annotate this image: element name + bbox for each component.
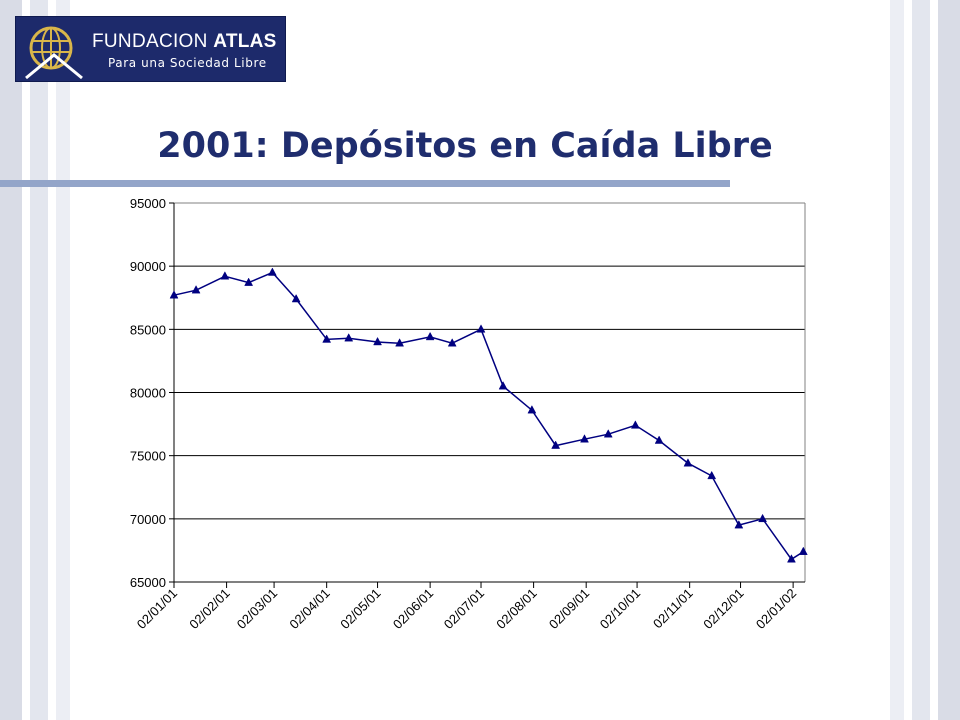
- data-point-marker: [551, 440, 561, 449]
- logo-name-part1: FUNDACION: [92, 31, 214, 52]
- data-point-marker: [580, 434, 589, 443]
- x-tick-label: 02/10/01: [597, 586, 643, 632]
- title-underline: [0, 180, 730, 187]
- x-tick-label: 02/11/01: [650, 586, 696, 632]
- y-tick-label: 80000: [130, 386, 166, 401]
- data-point-marker: [291, 293, 301, 303]
- y-tick-label: 70000: [130, 512, 166, 527]
- data-point-marker: [798, 546, 808, 555]
- fundacion-atlas-logo: FUNDACION ATLAS Para una Sociedad Libre: [15, 16, 286, 82]
- slide-title: 2001: Depósitos en Caída Libre: [157, 126, 773, 166]
- data-point-marker: [425, 331, 435, 341]
- data-point-marker: [654, 435, 664, 444]
- logo-name-part2: ATLAS: [213, 31, 277, 52]
- x-tick-label: 02/04/01: [286, 586, 332, 632]
- y-tick-label: 75000: [130, 449, 166, 464]
- data-point-marker: [267, 267, 277, 276]
- data-point-marker: [220, 271, 230, 280]
- logo-tagline: Para una Sociedad Libre: [108, 56, 267, 70]
- data-point-marker: [787, 554, 796, 563]
- y-tick-label: 95000: [130, 196, 166, 211]
- x-tick-label: 02/01/01: [134, 586, 180, 632]
- data-point-marker: [498, 381, 508, 390]
- data-point-marker: [603, 429, 613, 438]
- x-tick-label: 02/01/02: [753, 586, 799, 632]
- y-tick-label: 65000: [130, 575, 166, 590]
- x-tick-label: 02/05/01: [337, 586, 383, 632]
- x-tick-label: 02/07/01: [441, 586, 487, 632]
- logo-name: FUNDACION ATLAS: [92, 31, 277, 53]
- data-point-marker: [758, 513, 768, 523]
- data-point-marker: [191, 285, 201, 294]
- data-point-marker: [707, 470, 717, 480]
- series-line: [173, 271, 804, 561]
- data-point-marker: [322, 334, 332, 343]
- y-tick-label: 85000: [130, 322, 166, 337]
- data-point-marker: [395, 338, 405, 347]
- y-tick-label: 90000: [130, 259, 166, 274]
- data-point-marker: [527, 405, 537, 414]
- data-point-marker: [683, 458, 693, 467]
- x-tick-label: 02/06/01: [390, 586, 436, 632]
- x-tick-label: 02/08/01: [493, 586, 539, 632]
- data-point-marker: [447, 338, 457, 347]
- data-point-marker: [169, 290, 179, 299]
- x-tick-label: 02/12/01: [700, 586, 746, 632]
- data-point-marker: [244, 277, 254, 286]
- data-point-marker: [630, 420, 640, 429]
- data-point-marker: [344, 333, 354, 342]
- data-point-marker: [373, 336, 382, 346]
- x-tick-label: 02/03/01: [234, 586, 280, 632]
- data-point-marker: [476, 324, 486, 333]
- data-point-marker: [734, 520, 744, 529]
- x-tick-label: 02/09/01: [546, 586, 592, 632]
- globe-emblem-icon: [25, 26, 83, 80]
- x-tick-label: 02/02/01: [186, 586, 232, 632]
